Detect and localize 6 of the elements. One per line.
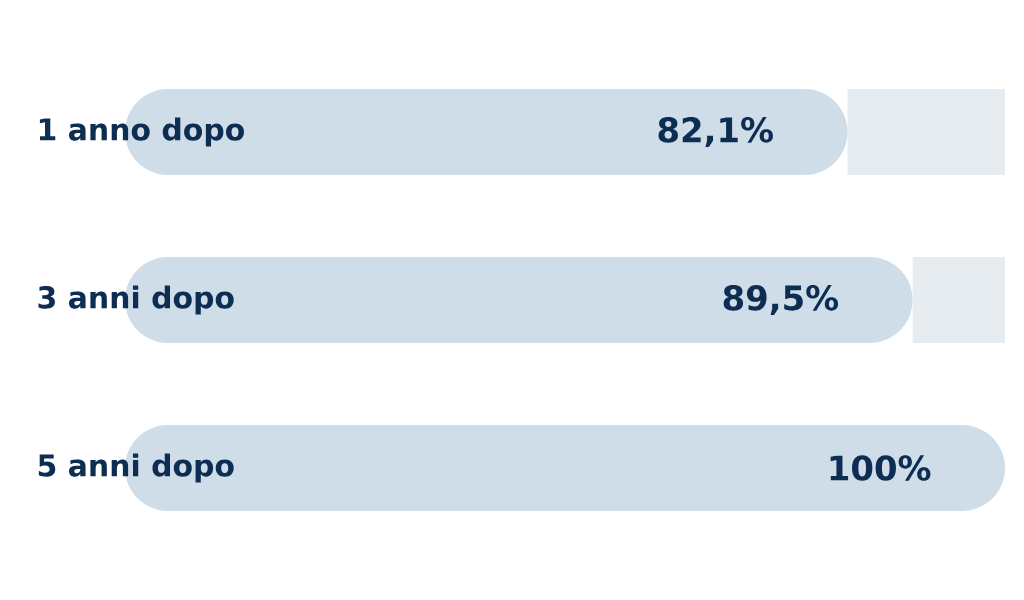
data-label: 100% — [830, 455, 931, 481]
y-tick-label: 5 anni dopo — [38, 453, 234, 483]
y-tick-label: 1 anno dopo — [39, 117, 244, 147]
y-tick-label: 3 anni dopo — [38, 285, 234, 315]
data-label: 82,1% — [658, 117, 773, 147]
data-label: 89,5% — [723, 285, 839, 315]
